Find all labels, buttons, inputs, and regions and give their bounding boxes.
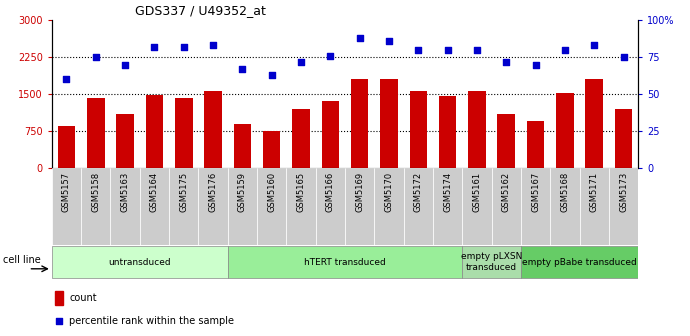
- Bar: [116, 114, 134, 168]
- Text: GSM5163: GSM5163: [121, 172, 130, 212]
- Bar: [87, 97, 105, 168]
- Point: [530, 62, 541, 67]
- Bar: [322, 101, 339, 168]
- Bar: [81, 168, 110, 245]
- Bar: [497, 114, 515, 168]
- Text: GSM5172: GSM5172: [414, 172, 423, 212]
- Text: count: count: [69, 293, 97, 303]
- Bar: [439, 96, 457, 168]
- Bar: [468, 91, 486, 168]
- Bar: [52, 168, 81, 245]
- Text: GSM5168: GSM5168: [560, 172, 569, 212]
- Point: [208, 43, 219, 48]
- Text: GSM5165: GSM5165: [297, 172, 306, 212]
- Text: GDS337 / U49352_at: GDS337 / U49352_at: [135, 4, 266, 17]
- Bar: [615, 109, 633, 168]
- Bar: [233, 124, 251, 168]
- Point: [589, 43, 600, 48]
- Text: GSM5159: GSM5159: [238, 172, 247, 212]
- Text: percentile rank within the sample: percentile rank within the sample: [69, 316, 235, 326]
- Bar: [551, 168, 580, 245]
- Bar: [139, 168, 169, 245]
- Text: untransduced: untransduced: [108, 258, 171, 266]
- Bar: [433, 168, 462, 245]
- Text: GSM5166: GSM5166: [326, 172, 335, 212]
- Point: [61, 77, 72, 82]
- Bar: [228, 168, 257, 245]
- Text: GSM5174: GSM5174: [443, 172, 452, 212]
- Point: [501, 59, 512, 64]
- Point: [266, 72, 277, 78]
- Bar: [57, 126, 75, 168]
- Point: [119, 62, 130, 67]
- Bar: [55, 291, 63, 305]
- Text: GSM5158: GSM5158: [91, 172, 100, 212]
- Point: [413, 47, 424, 52]
- Text: GSM5162: GSM5162: [502, 172, 511, 212]
- Text: GSM5171: GSM5171: [590, 172, 599, 212]
- Text: hTERT transduced: hTERT transduced: [304, 258, 386, 266]
- Text: GSM5176: GSM5176: [208, 172, 217, 212]
- Bar: [175, 98, 193, 168]
- Bar: [52, 246, 228, 278]
- Bar: [345, 168, 374, 245]
- Text: empty pBabe transduced: empty pBabe transduced: [522, 258, 637, 266]
- Bar: [462, 168, 492, 245]
- Bar: [293, 109, 310, 168]
- Bar: [521, 246, 638, 278]
- Bar: [556, 93, 574, 168]
- Text: empty pLXSN
transduced: empty pLXSN transduced: [461, 252, 522, 272]
- Bar: [580, 168, 609, 245]
- Bar: [404, 168, 433, 245]
- Text: GSM5161: GSM5161: [473, 172, 482, 212]
- Text: GSM5173: GSM5173: [619, 172, 628, 212]
- Point: [178, 44, 189, 49]
- Bar: [146, 95, 164, 168]
- Bar: [609, 168, 638, 245]
- Point: [149, 44, 160, 49]
- Text: GSM5175: GSM5175: [179, 172, 188, 212]
- Point: [442, 47, 453, 52]
- Bar: [204, 91, 222, 168]
- Point: [259, 200, 270, 205]
- Text: GSM5170: GSM5170: [384, 172, 393, 212]
- Point: [90, 54, 101, 60]
- Bar: [380, 79, 397, 168]
- Text: GSM5167: GSM5167: [531, 172, 540, 212]
- Point: [618, 54, 629, 60]
- Bar: [199, 168, 228, 245]
- Text: GSM5164: GSM5164: [150, 172, 159, 212]
- Point: [325, 53, 336, 58]
- Bar: [286, 168, 316, 245]
- Text: GSM5160: GSM5160: [267, 172, 276, 212]
- Bar: [110, 168, 140, 245]
- Text: GSM5169: GSM5169: [355, 172, 364, 212]
- Text: GSM5157: GSM5157: [62, 172, 71, 212]
- Bar: [462, 246, 521, 278]
- Bar: [169, 168, 199, 245]
- Bar: [375, 168, 404, 245]
- Bar: [316, 168, 345, 245]
- Bar: [521, 168, 551, 245]
- Point: [560, 47, 571, 52]
- Point: [354, 35, 365, 41]
- Point: [384, 38, 395, 44]
- Bar: [491, 168, 521, 245]
- Point: [471, 47, 482, 52]
- Bar: [263, 131, 280, 168]
- Bar: [351, 79, 368, 168]
- Bar: [257, 168, 286, 245]
- Bar: [585, 79, 603, 168]
- Bar: [228, 246, 462, 278]
- Point: [295, 59, 306, 64]
- Bar: [527, 121, 544, 168]
- Bar: [410, 91, 427, 168]
- Point: [237, 66, 248, 72]
- Text: cell line: cell line: [3, 255, 41, 265]
